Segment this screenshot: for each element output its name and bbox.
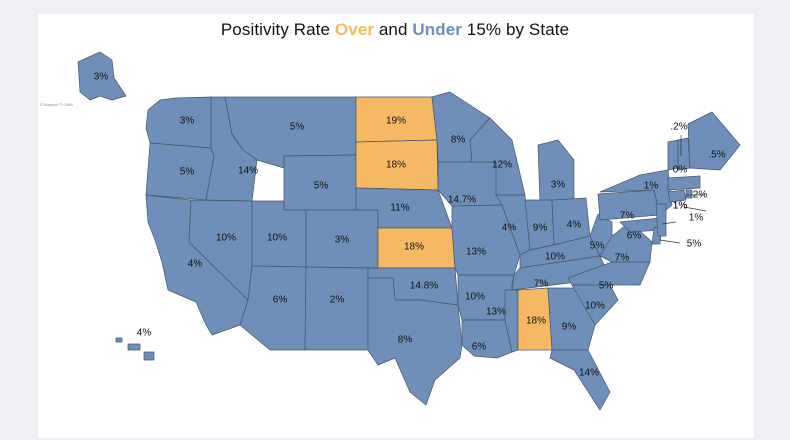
state-hi-shape: [115, 337, 155, 361]
state-md-rate-label: 6%: [627, 231, 642, 242]
state-mi-rate-label: 3%: [551, 180, 566, 191]
state-ar-rate-label: 10%: [465, 292, 485, 303]
state-tx-shape: [367, 277, 463, 406]
state-mt-rate-label: 5%: [290, 122, 305, 133]
state-ca-rate-label: 4%: [188, 259, 203, 270]
map-credit: © Mapbox © OSM: [40, 102, 73, 107]
state-ak-shape: [77, 51, 127, 101]
state-nj-shape: [655, 203, 667, 237]
state-ri-callout-line: [683, 206, 707, 212]
state-al-rate-label: 18%: [526, 316, 546, 327]
state-nv-rate-label: 10%: [216, 233, 236, 244]
state-ia-rate-label: 14.7%: [448, 195, 476, 206]
state-nm-shape: [304, 266, 369, 351]
title-middle: and: [374, 20, 413, 39]
state-ny-shape: [599, 169, 673, 216]
state-la-shape: [461, 319, 513, 359]
state-wv-shape: [589, 213, 613, 257]
state-ga-rate-label: 9%: [562, 322, 577, 333]
state-me-shape: [687, 111, 741, 171]
state-fl-shape: [549, 349, 611, 411]
map-title: Positivity Rate Over and Under 15% by St…: [0, 20, 790, 40]
state-mi-shape: [537, 139, 575, 203]
state-sc-rate-label: 10%: [585, 301, 605, 312]
state-ri-shape: [685, 189, 693, 199]
state-ky-rate-label: 10%: [545, 252, 565, 263]
state-oh-rate-label: 4%: [567, 220, 582, 231]
state-la-rate-label: 6%: [472, 342, 487, 353]
state-nd-rate-label: 19%: [386, 116, 406, 127]
state-nc-rate-label: 5%: [599, 281, 614, 292]
state-nm-rate-label: 2%: [330, 295, 345, 306]
state-mn-rate-label: 8%: [451, 135, 466, 146]
state-ut-rate-label: 10%: [267, 233, 287, 244]
state-hi-rate-label: 4%: [137, 328, 152, 339]
state-mo-rate-label: 13%: [466, 247, 486, 258]
state-nj-rate-label: 1%: [673, 201, 688, 212]
state-ct-rate-label: 1%: [673, 201, 688, 212]
state-sd-rate-label: 18%: [386, 160, 406, 171]
state-tx-rate-label: 8%: [398, 335, 413, 346]
title-prefix: Positivity Rate: [220, 20, 335, 39]
state-or-rate-label: 5%: [180, 167, 195, 178]
state-vt-rate-label: .2%: [670, 122, 687, 133]
state-ma-shape: [667, 175, 701, 191]
state-va-rate-label: 7%: [615, 253, 630, 264]
state-in-rate-label: 9%: [533, 223, 548, 234]
state-ma-rate-label: 2%: [693, 190, 708, 201]
title-over-word: Over: [334, 20, 375, 39]
state-wy-rate-label: 5%: [314, 181, 329, 192]
state-id-rate-label: 14%: [238, 166, 258, 177]
state-wi-rate-label: 12%: [492, 160, 512, 171]
state-pa-rate-label: 7%: [620, 211, 635, 222]
title-under-word: Under: [412, 20, 462, 39]
state-ms-shape: [504, 289, 519, 353]
state-ak-rate-label: 3%: [94, 72, 109, 83]
state-il-rate-label: 4%: [502, 223, 517, 234]
state-ny-rate-label: 1%: [644, 181, 659, 192]
state-az-rate-label: 6%: [273, 295, 288, 306]
state-wa-rate-label: 3%: [180, 116, 195, 127]
title-suffix: 15% by State: [461, 20, 570, 39]
state-co-rate-label: 3%: [335, 235, 350, 246]
state-nh-rate-label: 0%: [673, 165, 688, 176]
state-ri-rate-label: 1%: [689, 213, 704, 224]
state-wa-shape: [145, 96, 212, 149]
state-ct-shape: [667, 189, 687, 203]
state-ok-rate-label: 14.8%: [410, 281, 438, 292]
state-tn-rate-label: 7%: [534, 279, 549, 290]
state-me-rate-label: .5%: [708, 150, 725, 161]
state-ms-rate-label: 13%: [486, 307, 506, 318]
state-fl-rate-label: 14%: [579, 368, 599, 379]
state-ne-rate-label: 11%: [390, 203, 409, 214]
state-wv-rate-label: 5%: [590, 241, 605, 252]
state-ks-rate-label: 18%: [404, 242, 424, 253]
state-nj-callout-line: [661, 221, 677, 225]
state-de-callout-line: [659, 239, 681, 244]
state-de-rate-label: 5%: [687, 239, 702, 250]
